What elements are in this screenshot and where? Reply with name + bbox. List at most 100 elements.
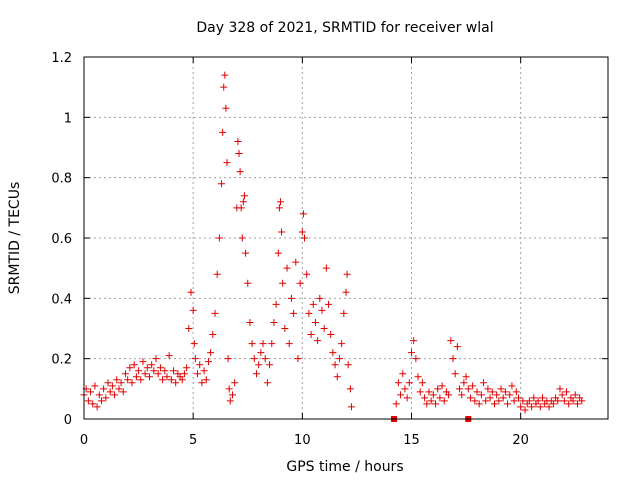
data-point [117, 379, 125, 387]
data-point [93, 403, 101, 411]
data-point [408, 349, 415, 357]
data-point [259, 340, 267, 348]
data-point [102, 394, 110, 402]
data-point [235, 150, 243, 158]
data-point [549, 400, 557, 408]
x-tick-label: 5 [189, 433, 197, 448]
y-tick-label: 0.4 [51, 292, 72, 307]
data-point [436, 394, 444, 402]
data-point [240, 192, 248, 200]
data-point [137, 376, 145, 384]
data-point [556, 385, 564, 393]
data-point [132, 373, 140, 381]
data-point [301, 234, 309, 242]
y-axis-label: SRMTID / TECUs [7, 182, 23, 295]
data-point [462, 373, 470, 381]
x-tick-label: 10 [294, 433, 311, 448]
data-point [394, 379, 402, 387]
data-point [143, 364, 151, 372]
data-point [311, 318, 319, 326]
data-point [333, 373, 341, 381]
data-point [111, 391, 119, 399]
data-point [506, 391, 514, 399]
data-point [255, 361, 263, 369]
y-tick-label: 1.2 [51, 51, 72, 66]
data-point [100, 385, 108, 393]
data-point [325, 300, 333, 308]
data-point [207, 349, 215, 357]
data-point [497, 385, 505, 393]
data-point [292, 258, 300, 266]
data-point [89, 400, 97, 408]
data-point [178, 376, 186, 384]
data-point [525, 397, 533, 405]
data-point [139, 358, 147, 366]
data-point [565, 400, 573, 408]
x-tick-label: 15 [403, 433, 420, 448]
data-point [421, 394, 429, 402]
data-point [180, 370, 188, 378]
data-point [456, 385, 464, 393]
data-point [152, 355, 160, 363]
data-point [261, 355, 269, 363]
data-point [236, 168, 244, 176]
data-point [510, 397, 518, 405]
data-point [305, 309, 313, 317]
data-point [486, 394, 494, 402]
data-point [569, 397, 577, 405]
data-point [225, 385, 233, 393]
data-point [121, 370, 129, 378]
data-point [475, 400, 483, 408]
data-point [508, 382, 516, 390]
data-point [135, 367, 143, 375]
data-point [263, 379, 271, 387]
data-point [495, 397, 503, 405]
y-tick-label: 0.8 [51, 172, 72, 187]
data-point [335, 355, 343, 363]
data-point [331, 361, 339, 369]
data-point [405, 379, 413, 387]
tick-labels: 0 5 10 15 20 0 0.2 0.4 0.6 0.8 1 1.2 [51, 51, 529, 448]
data-point [277, 198, 284, 206]
data-point [290, 309, 298, 317]
data-point [128, 379, 136, 387]
data-point [283, 264, 291, 272]
data-point [224, 355, 232, 363]
data-point [316, 294, 324, 302]
data-point [464, 385, 472, 393]
data-point [399, 370, 407, 378]
data-point [97, 397, 105, 405]
data-point [501, 388, 509, 396]
data-point [268, 340, 276, 348]
data-point [219, 128, 227, 136]
data-point [519, 397, 527, 405]
data-point [126, 364, 134, 372]
data-point [159, 376, 167, 384]
data-point [499, 394, 507, 402]
data-point [401, 385, 409, 393]
data-point [239, 198, 247, 206]
data-point [222, 104, 230, 112]
data-point [410, 337, 418, 345]
data-point [213, 270, 221, 278]
data-point [187, 288, 195, 296]
y-tick-label: 0.6 [51, 232, 72, 247]
x-tick-label: 0 [80, 433, 88, 448]
y-tick-label: 0.2 [51, 353, 72, 368]
data-point [560, 397, 568, 405]
data-point [191, 355, 199, 363]
data-point [416, 388, 424, 396]
data-point [445, 391, 453, 399]
data-point [530, 394, 538, 402]
data-point [237, 204, 245, 212]
data-point [167, 376, 175, 384]
data-point [512, 388, 520, 396]
data-point [451, 370, 459, 378]
data-point [471, 397, 479, 405]
data-point [490, 400, 498, 408]
data-point [307, 331, 315, 339]
data-point [473, 388, 481, 396]
data-point [104, 379, 112, 387]
data-point [115, 385, 123, 393]
data-point [200, 367, 208, 375]
